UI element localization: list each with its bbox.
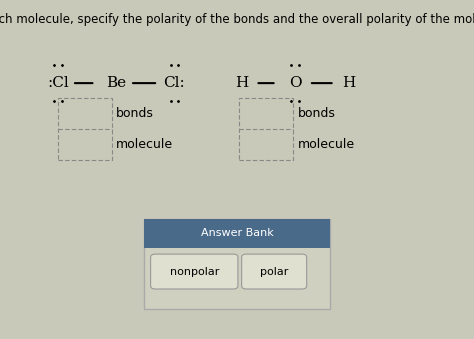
FancyBboxPatch shape: [242, 254, 307, 289]
Text: H: H: [235, 76, 248, 90]
Text: Cl:: Cl:: [164, 76, 185, 90]
Text: For each molecule, specify the polarity of the bonds and the overall polarity of: For each molecule, specify the polarity …: [0, 13, 474, 26]
Text: Be: Be: [106, 76, 126, 90]
Text: nonpolar: nonpolar: [170, 266, 219, 277]
Text: bonds: bonds: [116, 107, 154, 120]
Text: :Cl: :Cl: [47, 76, 69, 90]
Text: molecule: molecule: [297, 138, 355, 151]
FancyBboxPatch shape: [151, 254, 238, 289]
Text: bonds: bonds: [297, 107, 335, 120]
FancyBboxPatch shape: [144, 219, 330, 309]
Text: H: H: [342, 76, 355, 90]
Text: Answer Bank: Answer Bank: [201, 228, 273, 238]
FancyBboxPatch shape: [144, 219, 330, 247]
Text: molecule: molecule: [116, 138, 173, 151]
Text: polar: polar: [260, 266, 288, 277]
Text: O: O: [289, 76, 301, 90]
